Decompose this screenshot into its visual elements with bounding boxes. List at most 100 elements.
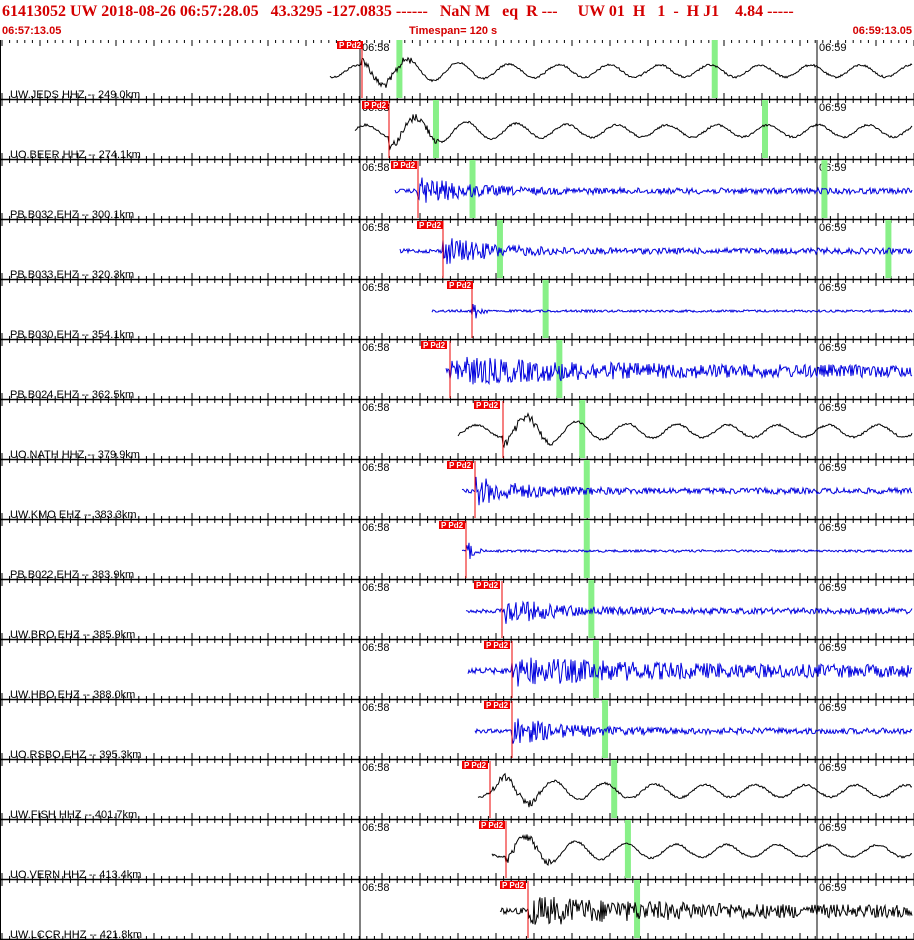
waveform-trace (467, 657, 913, 687)
minute-label-second: 06:59 (819, 102, 847, 114)
station-label: UW.JEDS HHZ -- 249.0km (10, 89, 140, 101)
phase-marker (624, 820, 631, 878)
trace-panel[interactable]: 06:58 06:59 P Pd2 UW.JEDS HHZ -- 249.0km (0, 40, 914, 101)
phase-marker (469, 160, 476, 218)
event-summary-line: 61413052 UW 2018-08-26 06:57:28.05 43.32… (2, 3, 794, 20)
pick-flag-label: P Pd2 (419, 221, 442, 230)
station-label: UW.KMO EHZ -- 383.3km (10, 509, 137, 521)
phase-marker (579, 400, 586, 458)
station-label: UW.FISH HHZ -- 401.7km (10, 809, 137, 821)
pick-flag[interactable] (500, 881, 526, 889)
pick-flag[interactable] (391, 161, 417, 169)
pick-flag-label: P Pd2 (476, 401, 499, 410)
trace-panel[interactable]: 06:58 06:59 P Pd2 UW.HBO EHZ -- 388.0km (0, 640, 914, 701)
pick-flag-label: P Pd2 (449, 461, 472, 470)
station-label: PB.B024 EHZ -- 362.5km (10, 389, 134, 401)
trace-panel[interactable]: 06:58 06:59 P Pd2 PB.B030 EHZ -- 354.1km (0, 280, 914, 341)
phase-marker (583, 520, 590, 578)
station-label: UW.HBO EHZ -- 388.0km (10, 689, 135, 701)
waveform-trace (474, 718, 913, 744)
pick-flag-label: P Pd2 (393, 161, 416, 170)
minute-label-second: 06:59 (819, 222, 847, 234)
pick-flag[interactable] (362, 101, 388, 109)
waveform-trace (354, 114, 913, 151)
station-label: UO.RSBO EHZ -- 395.3km (10, 749, 141, 761)
minute-label-first: 06:58 (362, 222, 390, 234)
trace-panel[interactable]: 06:58 06:59 P Pd2 UO.VERN HHZ -- 413.4km (0, 820, 914, 881)
minute-label-first: 06:58 (362, 162, 390, 174)
station-label: UW.LCCR HHZ -- 421.8km (10, 929, 142, 940)
phase-marker (432, 100, 439, 158)
pick-flag[interactable] (462, 761, 488, 769)
minute-label-first: 06:58 (362, 42, 390, 54)
minute-label-first: 06:58 (362, 762, 390, 774)
station-label: UO.NATH HHZ -- 379.9km (10, 449, 140, 461)
minute-label-second: 06:59 (819, 642, 847, 654)
pick-flag-label: P Pd2 (476, 581, 499, 590)
station-label: UW.BRO EHZ -- 385.9km (10, 629, 135, 641)
pick-flag-label: P Pd2 (502, 881, 525, 890)
pick-flag[interactable] (447, 281, 473, 289)
pick-flag[interactable] (417, 221, 443, 229)
trace-panel[interactable]: 06:58 06:59 P Pd2 PB.B024 EHZ -- 362.5km (0, 340, 914, 401)
pick-flag[interactable] (474, 401, 500, 409)
minute-label-second: 06:59 (819, 462, 847, 474)
waveform-trace (499, 896, 913, 925)
trace-panel[interactable]: 06:58 06:59 P Pd2 PB.B022 EHZ -- 383.9km (0, 520, 914, 581)
pick-flag[interactable] (484, 641, 510, 649)
waveform-trace (394, 177, 913, 203)
trace-panel[interactable]: 06:58 06:59 P Pd2 UW.BRO EHZ -- 385.9km (0, 580, 914, 641)
pick-flag-label: P Pd2 (481, 821, 504, 830)
pick-flag-label: P Pd2 (441, 521, 464, 530)
minute-label-first: 06:58 (362, 282, 390, 294)
pick-flag[interactable] (474, 581, 500, 589)
minute-label-second: 06:59 (819, 882, 847, 894)
phase-marker (542, 280, 549, 338)
trace-panel[interactable]: 06:58 06:59 P Pd2 PB.B033 EHZ -- 320.3km (0, 220, 914, 281)
timespan-label: Timespan= 120 s (409, 25, 498, 37)
minute-label-second: 06:59 (819, 762, 847, 774)
pick-flag-label: P Pd2 (423, 341, 446, 350)
minute-label-second: 06:59 (819, 282, 847, 294)
waveform-trace (329, 56, 913, 88)
pick-flag[interactable] (479, 821, 505, 829)
pick-flag[interactable] (337, 41, 363, 49)
waveform-trace (465, 600, 913, 624)
minute-label-second: 06:59 (819, 402, 847, 414)
minute-label-second: 06:59 (819, 42, 847, 54)
waveform-trace (491, 834, 912, 866)
phase-marker (711, 40, 718, 98)
seismogram-panels[interactable]: 06:58 06:59 P Pd2 UW.JEDS HHZ -- 249.0km 06:… (0, 40, 914, 940)
pick-flag-label: P Pd2 (364, 101, 387, 110)
waveform-trace (461, 476, 913, 506)
minute-label-first: 06:58 (362, 342, 390, 354)
minute-label-first: 06:58 (362, 822, 390, 834)
trace-panel[interactable]: 06:58 06:59 P Pd2 UW.FISH HHZ -- 401.7km (0, 760, 914, 821)
waveform-trace (457, 412, 913, 449)
pick-flag-label: P Pd2 (464, 761, 487, 770)
trace-panel[interactable]: 06:58 06:59 P Pd2 UO.RSBO EHZ -- 395.3km (0, 700, 914, 761)
pick-flag[interactable] (439, 521, 465, 529)
waveform-trace (445, 356, 913, 386)
phase-marker (496, 220, 503, 278)
station-label: UO.VERN HHZ -- 413.4km (10, 869, 141, 881)
trace-panel[interactable]: 06:58 06:59 P Pd2 UW.KMO EHZ -- 383.3km (0, 460, 914, 521)
trace-panel[interactable]: 06:58 06:59 P Pd2 UW.LCCR HHZ -- 421.8km (0, 880, 914, 940)
trace-panel[interactable]: 06:58 06:59 P Pd2 UO.NATH HHZ -- 379.9km (0, 400, 914, 461)
pick-flag-label: P Pd2 (449, 281, 472, 290)
pick-flag-label: P Pd2 (339, 41, 362, 50)
pick-flag[interactable] (447, 461, 473, 469)
minute-label-second: 06:59 (819, 342, 847, 354)
minute-label-first: 06:58 (362, 702, 390, 714)
phase-marker (592, 640, 599, 698)
station-label: PB.B022 EHZ -- 383.9km (10, 569, 134, 581)
pick-flag-label: P Pd2 (486, 701, 509, 710)
pick-flag[interactable] (421, 341, 447, 349)
phase-marker (634, 880, 641, 938)
pick-flag[interactable] (484, 701, 510, 709)
pick-flag-label: P Pd2 (486, 641, 509, 650)
start-time-label: 06:57:13.05 (2, 25, 62, 37)
